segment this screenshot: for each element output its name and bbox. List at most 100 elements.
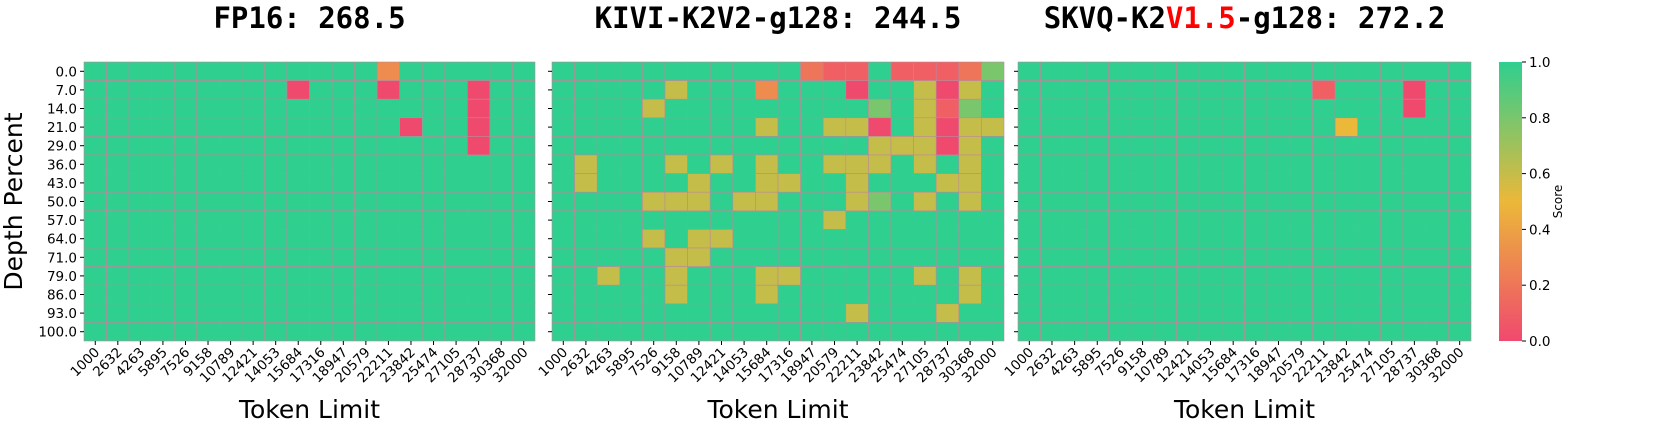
heatmap-cell — [777, 284, 801, 305]
heatmap-cell — [800, 61, 824, 81]
heatmap-cell — [913, 136, 937, 156]
heatmap-cell — [1130, 154, 1155, 174]
heatmap-cell — [890, 61, 914, 81]
heatmap-cell — [958, 210, 982, 230]
heatmap-cell — [1017, 80, 1041, 100]
heatmap-cell — [219, 80, 243, 100]
heatmap-cell — [551, 303, 575, 323]
heatmap-cell — [800, 266, 824, 286]
heatmap-cell — [687, 229, 711, 249]
heatmap-cell — [868, 247, 892, 267]
heatmap-cell — [1448, 154, 1472, 174]
heatmap-cell — [619, 61, 643, 81]
heatmap-cell — [489, 303, 513, 323]
heatmap-cell — [1312, 322, 1336, 342]
heatmap-cell — [151, 322, 175, 342]
heatmap-cell — [421, 80, 446, 100]
heatmap-cell — [868, 117, 892, 137]
heatmap-cell — [376, 229, 400, 249]
heatmap-cell — [1289, 229, 1313, 249]
heatmap-cell — [309, 80, 333, 100]
heatmap-cell — [286, 303, 310, 323]
heatmap-cell — [1448, 80, 1472, 100]
heatmap-cell — [309, 173, 333, 193]
heatmap-cell — [981, 303, 1005, 323]
heatmap-cell — [83, 247, 107, 267]
heatmap-cell — [83, 284, 107, 305]
heatmap-cell — [489, 322, 513, 342]
heatmap-cell — [1176, 173, 1200, 193]
heatmap-cell — [913, 322, 937, 342]
heatmap-cell — [241, 173, 265, 193]
heatmap-cell — [376, 322, 400, 342]
heatmap-cell — [1153, 117, 1177, 137]
heatmap-cell — [574, 284, 598, 305]
heatmap-cell — [1312, 303, 1336, 323]
y-tick-label: 93.0 — [47, 306, 77, 322]
heatmap-cell — [241, 266, 265, 286]
heatmap-cell — [1448, 136, 1472, 156]
heatmap-cell — [777, 173, 801, 193]
heatmap-cell — [1402, 117, 1427, 137]
heatmap-cell — [1334, 284, 1359, 305]
heatmap-cell — [687, 61, 711, 81]
heatmap-cell — [890, 247, 914, 267]
x-axis-label: Token Limit — [1173, 395, 1315, 424]
heatmap-cell — [596, 247, 621, 267]
heatmap-cell — [732, 303, 756, 323]
heatmap-cell — [354, 247, 378, 267]
heatmap-cell — [106, 117, 130, 137]
heatmap-cell — [286, 117, 310, 137]
heatmap-cell — [687, 117, 711, 137]
heatmap-cell — [1017, 61, 1041, 81]
heatmap-cell — [1266, 284, 1291, 305]
heatmap-cell — [421, 154, 446, 174]
heatmap-cell — [822, 322, 847, 342]
heatmap-cell — [981, 154, 1005, 174]
heatmap-cell — [196, 229, 220, 249]
heatmap-cell — [687, 266, 711, 286]
heatmap-cell — [467, 229, 491, 249]
heatmap-cell — [1198, 61, 1223, 81]
heatmap-cell — [1153, 266, 1177, 286]
heatmap-cell — [489, 266, 513, 286]
heatmap-cell — [399, 191, 423, 212]
heatmap-cell — [1289, 303, 1313, 323]
heatmap-cell — [687, 191, 711, 212]
heatmap-cell — [512, 117, 536, 137]
heatmap-cell — [958, 173, 982, 193]
heatmap-cell — [376, 61, 400, 81]
heatmap-cell — [1425, 61, 1449, 81]
heatmap-cell — [219, 247, 243, 267]
heatmap-cell — [173, 191, 198, 212]
heatmap-cell — [1198, 266, 1223, 286]
heatmap-cell — [868, 61, 892, 81]
colorbar-tick-label: 0.4 — [1529, 222, 1550, 238]
heatmap-cell — [1425, 98, 1449, 119]
heatmap-cell — [845, 136, 869, 156]
heatmap-cell — [642, 80, 666, 100]
heatmap-cell — [596, 136, 621, 156]
heatmap-cell — [1334, 98, 1359, 119]
heatmap-cell — [1176, 210, 1200, 230]
heatmap-cell — [399, 266, 423, 286]
heatmap-cell — [1130, 266, 1155, 286]
heatmap-cell — [1357, 136, 1381, 156]
heatmap-cell — [219, 303, 243, 323]
heatmap-cell — [868, 80, 892, 100]
heatmap-cell — [1221, 136, 1245, 156]
heatmap-cell — [151, 247, 175, 267]
heatmap-cell — [687, 247, 711, 267]
heatmap-cell — [444, 117, 468, 137]
heatmap-cell — [489, 210, 513, 230]
heatmap-cell — [241, 61, 265, 81]
heatmap-cell — [1312, 61, 1336, 81]
heatmap-cell — [664, 98, 688, 119]
heatmap-cell — [1380, 229, 1404, 249]
heatmap-cell — [1289, 173, 1313, 193]
heatmap-cell — [1402, 247, 1427, 267]
heatmap-cell — [981, 173, 1005, 193]
heatmap-cell — [551, 98, 575, 119]
heatmap-cell — [868, 98, 892, 119]
heatmap-cell — [935, 80, 960, 100]
